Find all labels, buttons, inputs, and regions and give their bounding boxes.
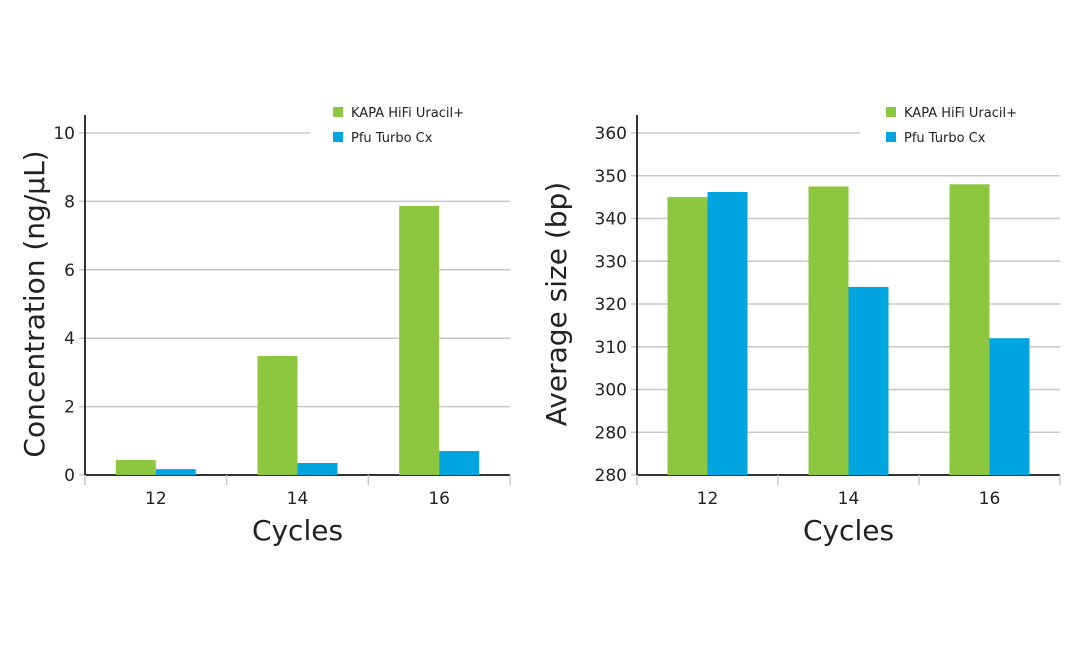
x-axis-label: Cycles bbox=[252, 514, 343, 547]
y-tick-label: 280 bbox=[595, 423, 627, 443]
y-tick-label: 340 bbox=[595, 210, 627, 230]
legend-label: Pfu Turbo Cx bbox=[351, 131, 433, 146]
bar-pfu-14 bbox=[848, 286, 889, 475]
bar-kapa-14 bbox=[808, 186, 849, 475]
y-tick-label: 320 bbox=[595, 295, 627, 315]
y-tick-label: 300 bbox=[595, 381, 627, 401]
y-tick-label: 360 bbox=[595, 124, 627, 144]
y-tick-label: 6 bbox=[64, 261, 75, 281]
legend-swatch bbox=[333, 107, 343, 117]
y-tick-label: 0 bbox=[64, 466, 75, 486]
legend-label: KAPA HiFi Uracil+ bbox=[904, 106, 1017, 121]
bar-kapa-14 bbox=[257, 355, 298, 475]
y-tick-label: 10 bbox=[53, 124, 75, 144]
average-size-chart: 280 280 300 310 320 330 340 350 360 12 14 16 Cycles A… bbox=[540, 106, 1061, 547]
bar-kapa-12 bbox=[667, 197, 708, 475]
legend-label: KAPA HiFi Uracil+ bbox=[351, 106, 464, 121]
bar-pfu-16 bbox=[439, 451, 480, 475]
x-axis-label: Cycles bbox=[803, 514, 894, 547]
legend-label: Pfu Turbo Cx bbox=[904, 131, 986, 146]
bar-pfu-12 bbox=[155, 469, 196, 475]
x-tick-label: 14 bbox=[287, 489, 309, 509]
y-axis-label: Average size (bp) bbox=[540, 182, 573, 426]
x-tick-label: 16 bbox=[428, 489, 450, 509]
y-tick-label: 350 bbox=[595, 167, 627, 187]
y-tick-label: 280 bbox=[595, 466, 627, 486]
x-tick-label: 12 bbox=[145, 489, 167, 509]
y-axis-label: Concentration (ng/µL) bbox=[18, 150, 51, 457]
y-tick-label: 4 bbox=[64, 329, 75, 349]
x-tick-label: 12 bbox=[697, 489, 719, 509]
y-tick-label: 330 bbox=[595, 252, 627, 272]
x-tick-label: 16 bbox=[979, 489, 1001, 509]
concentration-chart: 0 2 4 6 8 10 12 14 16 Cycles Concentration (ng/µL)… bbox=[18, 106, 511, 547]
legend-swatch bbox=[333, 132, 343, 142]
legend-swatch bbox=[886, 107, 896, 117]
bar-pfu-16 bbox=[989, 338, 1030, 475]
legend-swatch bbox=[886, 132, 896, 142]
bar-pfu-12 bbox=[707, 191, 748, 475]
bar-kapa-16 bbox=[399, 205, 440, 475]
y-tick-label: 8 bbox=[64, 192, 75, 212]
bar-kapa-16 bbox=[949, 184, 990, 476]
bar-pfu-14 bbox=[297, 463, 338, 475]
x-tick-label: 14 bbox=[838, 489, 860, 509]
y-tick-label: 2 bbox=[64, 398, 75, 418]
y-tick-label: 310 bbox=[595, 338, 627, 358]
bar-kapa-12 bbox=[115, 459, 156, 475]
